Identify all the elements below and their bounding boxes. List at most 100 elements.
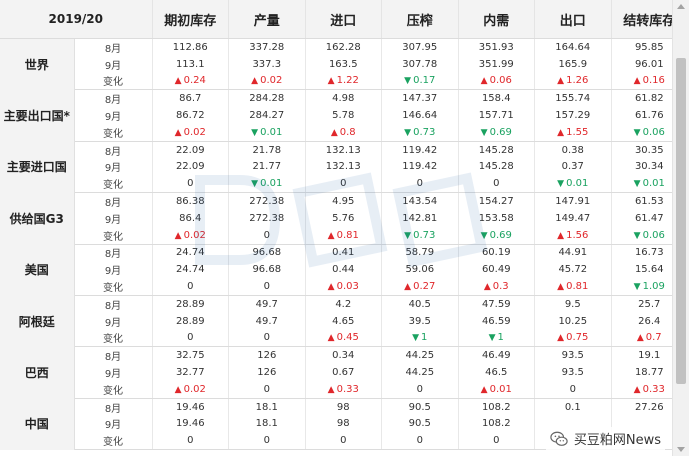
row-label: 8月: [74, 346, 153, 365]
table-cell: 19.46: [152, 415, 230, 433]
triangle-up-icon: ▲: [557, 282, 565, 293]
table-cell: 44.25: [381, 364, 459, 381]
row-label: 8月: [74, 398, 153, 416]
column-header: 产量: [228, 0, 306, 39]
column-header: 结转库存: [611, 0, 672, 39]
change-value: 0: [263, 332, 270, 344]
change-value: 0.69: [489, 126, 512, 138]
change-value: 0.01: [489, 383, 512, 395]
change-value: 0.69: [489, 229, 512, 241]
change-value: 0.8: [339, 126, 356, 138]
table-cell: 61.82: [611, 89, 672, 108]
table-cell: 0.1: [534, 398, 612, 416]
table-row: 变化 0 ▼ 0.01 0 0 0 ▼ 0.01 ▼ 0.01: [0, 175, 672, 194]
scroll-down-arrow-icon[interactable]: [677, 447, 685, 452]
table-cell: 351.93: [458, 38, 536, 56]
scroll-thumb[interactable]: [676, 58, 686, 384]
table-cell: 93.5: [534, 346, 612, 365]
triangle-down-icon: ▼: [480, 230, 488, 241]
change-cell: ▲ 0.81: [534, 278, 612, 296]
table-cell: 147.37: [381, 89, 459, 108]
change-value: 0: [416, 383, 423, 395]
table-cell: 46.5: [458, 364, 536, 381]
column-header: 出口: [534, 0, 612, 39]
table-cell: 32.75: [152, 346, 230, 365]
triangle-up-icon: ▲: [557, 76, 565, 87]
table-cell: 272.38: [228, 192, 306, 210]
vertical-scrollbar[interactable]: [672, 0, 689, 456]
change-value: 0.75: [566, 332, 589, 344]
change-value: 0.01: [566, 178, 589, 190]
triangle-up-icon: ▲: [404, 282, 412, 293]
change-cell: ▼ 0.01: [228, 123, 306, 142]
row-label: 9月: [74, 364, 153, 381]
change-value: 0: [187, 281, 194, 293]
triangle-down-icon: ▼: [251, 179, 259, 190]
table-cell: 146.64: [381, 107, 459, 124]
change-value: 0.33: [642, 383, 665, 395]
change-cell: 0: [381, 380, 459, 399]
change-cell: 0: [228, 226, 306, 245]
table-cell: 61.76: [611, 107, 672, 124]
table-cell: 143.54: [381, 192, 459, 210]
change-value: 1.55: [566, 126, 589, 138]
region-label: 主要进口国: [0, 141, 75, 193]
change-value: 0: [416, 435, 423, 447]
change-cell: 0: [228, 278, 306, 296]
table-cell: 58.79: [381, 244, 459, 262]
row-label: 变化: [74, 226, 153, 245]
column-header: 进口: [305, 0, 383, 39]
table-cell: 164.64: [534, 38, 612, 56]
change-value: 0.17: [413, 75, 436, 87]
change-cell: 0: [534, 380, 612, 399]
table-cell: 0.44: [305, 261, 383, 279]
table-row: 阿根廷 8月 28.89 49.7 4.2 40.5 47.59 9.5 25.7: [0, 295, 672, 347]
table-cell: 0.41: [305, 244, 383, 262]
change-cell: ▼ 0.01: [228, 175, 306, 194]
change-value: 0.7: [645, 332, 662, 344]
triangle-up-icon: ▲: [557, 230, 565, 241]
column-header: 期初库存: [152, 0, 230, 39]
triangle-up-icon: ▲: [636, 333, 644, 344]
row-label: 8月: [74, 89, 153, 108]
table-cell: 108.2: [458, 398, 536, 416]
table-cell: 46.59: [458, 312, 536, 330]
change-cell: ▲ 0.27: [381, 278, 459, 296]
table-cell: 163.5: [305, 55, 383, 73]
scroll-up-arrow-icon[interactable]: [677, 4, 685, 9]
row-label: 变化: [74, 72, 153, 91]
table-cell: 4.65: [305, 312, 383, 330]
change-cell: 0: [381, 432, 459, 451]
change-value: 1.09: [642, 281, 665, 293]
change-value: 0.06: [642, 126, 665, 138]
table-cell: 284.27: [228, 107, 306, 124]
table-cell: 149.47: [534, 209, 612, 227]
row-label: 9月: [74, 312, 153, 330]
table-cell: 0.38: [534, 141, 612, 159]
row-label: 9月: [74, 415, 153, 433]
brand-name: 买豆粕网News: [573, 433, 661, 448]
table-cell: 18.77: [611, 364, 672, 381]
table-cell: 25.7: [611, 295, 672, 313]
table-row: 9月 28.89 49.7 4.65 39.5 46.59 10.25 26.4: [0, 312, 672, 330]
table-cell: 26.4: [611, 312, 672, 330]
table-cell: 126: [228, 364, 306, 381]
table-cell: 86.72: [152, 107, 230, 124]
table-cell: 24.74: [152, 244, 230, 262]
row-label: 变化: [74, 278, 153, 296]
table-row: 巴西 8月 32.75 126 0.34 44.25 46.49 93.5 19.1: [0, 346, 672, 399]
triangle-up-icon: ▲: [327, 230, 335, 241]
table-cell: 21.77: [228, 158, 306, 176]
triangle-down-icon: ▼: [404, 127, 412, 138]
change-value: 0: [187, 435, 194, 447]
change-value: 0.02: [183, 229, 206, 241]
table-cell: 49.7: [228, 295, 306, 313]
change-value: 0.73: [413, 229, 436, 241]
change-value: 0: [493, 178, 500, 190]
change-value: 0.33: [336, 383, 359, 395]
table-cell: 132.13: [305, 158, 383, 176]
change-value: 0.81: [566, 281, 589, 293]
table-cell: 5.78: [305, 107, 383, 124]
row-label: 8月: [74, 38, 153, 56]
table-cell: 119.42: [381, 158, 459, 176]
